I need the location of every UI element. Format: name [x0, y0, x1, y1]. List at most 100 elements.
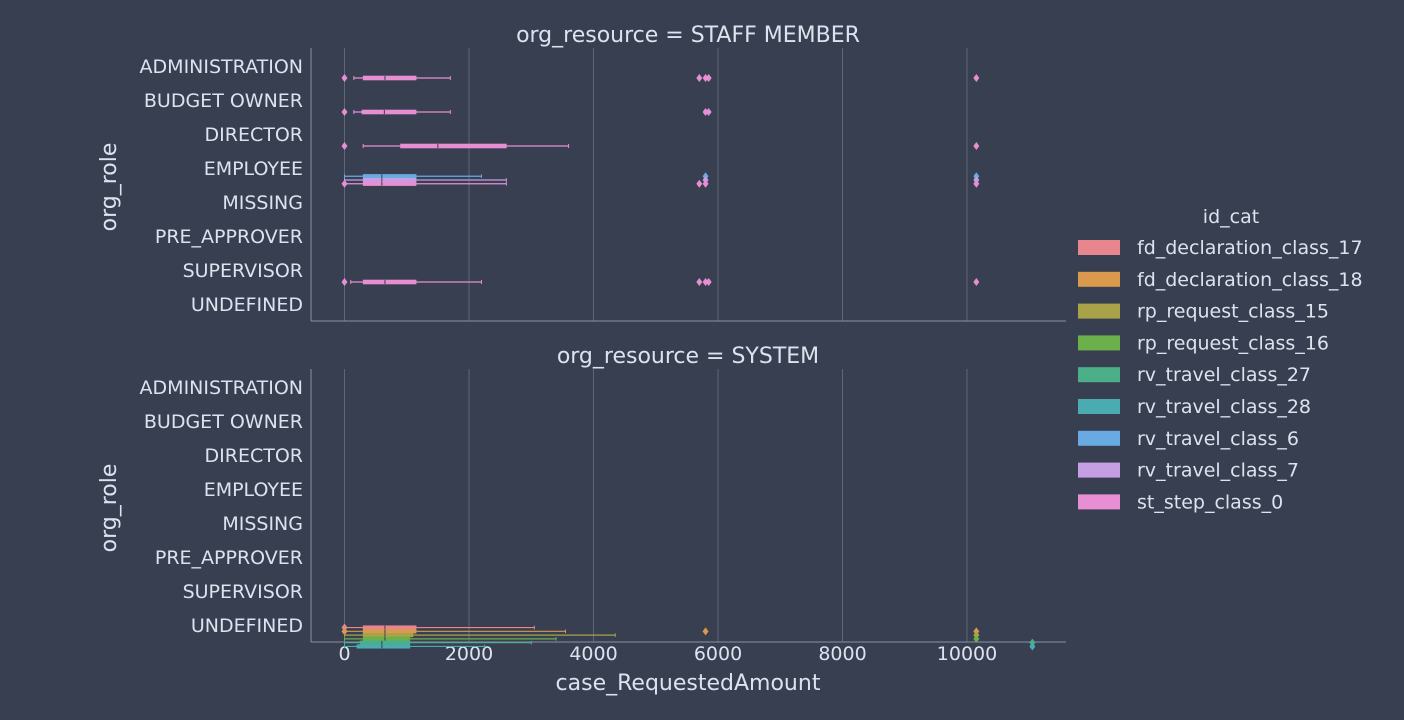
y-tick-label: DIRECTOR — [205, 124, 303, 146]
y-tick-label: UNDEFINED — [191, 294, 303, 316]
box-iqr — [362, 177, 417, 183]
y-tick-label: PRE_APPROVER — [155, 226, 303, 248]
legend-swatch — [1078, 462, 1120, 478]
text-layer: org_resource = STAFF MEMBER org_resource… — [97, 23, 1259, 696]
box-st_step_class_0 — [341, 179, 980, 188]
y-tick-label: EMPLOYEE — [204, 158, 303, 180]
box-iqr — [362, 181, 417, 186]
legend-label: fd_declaration_class_18 — [1137, 269, 1363, 291]
x-tick-label: 0 — [338, 643, 350, 665]
box-st_step_class_0 — [341, 142, 980, 150]
flier-point — [702, 74, 709, 82]
box-rp_request_class_15 — [344, 631, 980, 640]
legend-item: fd_declaration_class_18 — [1078, 269, 1363, 291]
legend-swatch — [1078, 240, 1120, 255]
legend-item: rv_travel_class_28 — [1078, 396, 1311, 418]
box-iqr — [362, 629, 417, 634]
legend-item: rv_travel_class_6 — [1078, 428, 1299, 450]
legend-swatch — [1078, 335, 1120, 351]
flier-point — [973, 179, 980, 188]
y-tick-label: EMPLOYEE — [204, 479, 303, 501]
panel-title-system: org_resource = SYSTEM — [557, 344, 819, 369]
box-st_step_class_0 — [341, 108, 712, 116]
flier-point — [1029, 642, 1036, 651]
legend-swatch — [1078, 399, 1120, 414]
legend-item: fd_declaration_class_17 — [1078, 237, 1363, 259]
flier-point — [341, 179, 348, 188]
legend-item: rv_travel_class_7 — [1078, 460, 1299, 482]
y-tick-label: BUDGET OWNER — [144, 411, 303, 433]
box-iqr — [362, 75, 417, 81]
legend-item: rv_travel_class_27 — [1078, 364, 1311, 386]
flier-point — [341, 627, 348, 636]
flier-point — [973, 634, 980, 643]
flier-point — [702, 278, 709, 286]
box-iqr — [356, 644, 411, 649]
legend-item: rp_request_class_16 — [1078, 332, 1329, 354]
legend-swatch — [1078, 271, 1120, 287]
flier-point — [702, 627, 709, 636]
flier-point — [696, 74, 703, 82]
box-iqr — [362, 633, 414, 638]
y-tick-label: MISSING — [222, 192, 303, 214]
legend-swatch — [1078, 303, 1120, 319]
x-tick-label: 8000 — [818, 643, 866, 665]
legend-label: rp_request_class_16 — [1137, 332, 1329, 354]
flier-point — [973, 278, 980, 286]
box-iqr — [362, 279, 417, 285]
legend-item: rp_request_class_15 — [1078, 301, 1329, 323]
legend: fd_declaration_class_17 fd_declaration_cl… — [1078, 237, 1363, 513]
y-tick-label: UNDEFINED — [191, 615, 303, 637]
legend-label: rv_travel_class_6 — [1137, 428, 1299, 450]
legend-swatch — [1078, 430, 1120, 446]
legend-item: st_step_class_0 — [1078, 491, 1283, 513]
box-iqr — [362, 636, 411, 641]
marks-layer — [341, 74, 1036, 651]
x-tick-label: 6000 — [694, 643, 742, 665]
y-tick-label: PRE_APPROVER — [155, 547, 303, 569]
legend-swatch — [1078, 494, 1120, 510]
box-st_step_class_0 — [341, 74, 980, 82]
x-tick-label: 4000 — [569, 643, 617, 665]
box-iqr — [362, 625, 417, 630]
box-iqr — [359, 640, 411, 645]
flier-point — [705, 74, 712, 82]
flier-point — [341, 142, 348, 150]
box-iqr — [400, 143, 507, 149]
box-rv_travel_class_6 — [344, 172, 980, 181]
box-fd_declaration_class_18 — [341, 627, 980, 636]
box-rv_travel_class_28 — [344, 642, 1036, 651]
legend-label: fd_declaration_class_17 — [1137, 237, 1363, 259]
flier-point — [973, 142, 980, 150]
flier-point — [341, 108, 348, 116]
box-rp_request_class_16 — [344, 634, 980, 643]
x-tick-label: 10000 — [937, 643, 997, 665]
flier-point — [973, 74, 980, 82]
y-tick-label: BUDGET OWNER — [144, 90, 303, 112]
grid-layer — [344, 48, 968, 642]
axes-layer: ADMINISTRATION BUDGET OWNER DIRECTOR EMPLOY… — [140, 48, 1066, 665]
y-tick-label: SUPERVISOR — [183, 260, 303, 282]
legend-title: id_cat — [1203, 206, 1259, 228]
flier-point — [341, 278, 348, 286]
flier-point — [702, 108, 709, 116]
panel-title-staff: org_resource = STAFF MEMBER — [516, 23, 860, 48]
legend-label: rp_request_class_15 — [1137, 301, 1329, 323]
flier-point — [696, 179, 703, 188]
x-axis-label: case_RequestedAmount — [556, 671, 821, 696]
y-tick-label: SUPERVISOR — [183, 581, 303, 603]
legend-label: rv_travel_class_7 — [1137, 460, 1299, 482]
y-tick-label: MISSING — [222, 513, 303, 535]
flier-point — [696, 278, 703, 286]
box-rv_travel_class_7 — [344, 176, 980, 184]
box-iqr — [361, 109, 417, 115]
legend-label: rv_travel_class_27 — [1137, 364, 1311, 386]
x-tick-label: 2000 — [445, 643, 493, 665]
flier-point — [705, 108, 712, 116]
box-iqr — [362, 174, 417, 179]
flier-point — [702, 179, 709, 188]
flier-point — [341, 74, 348, 82]
flier-point — [705, 278, 712, 286]
y-tick-label: ADMINISTRATION — [140, 56, 303, 78]
